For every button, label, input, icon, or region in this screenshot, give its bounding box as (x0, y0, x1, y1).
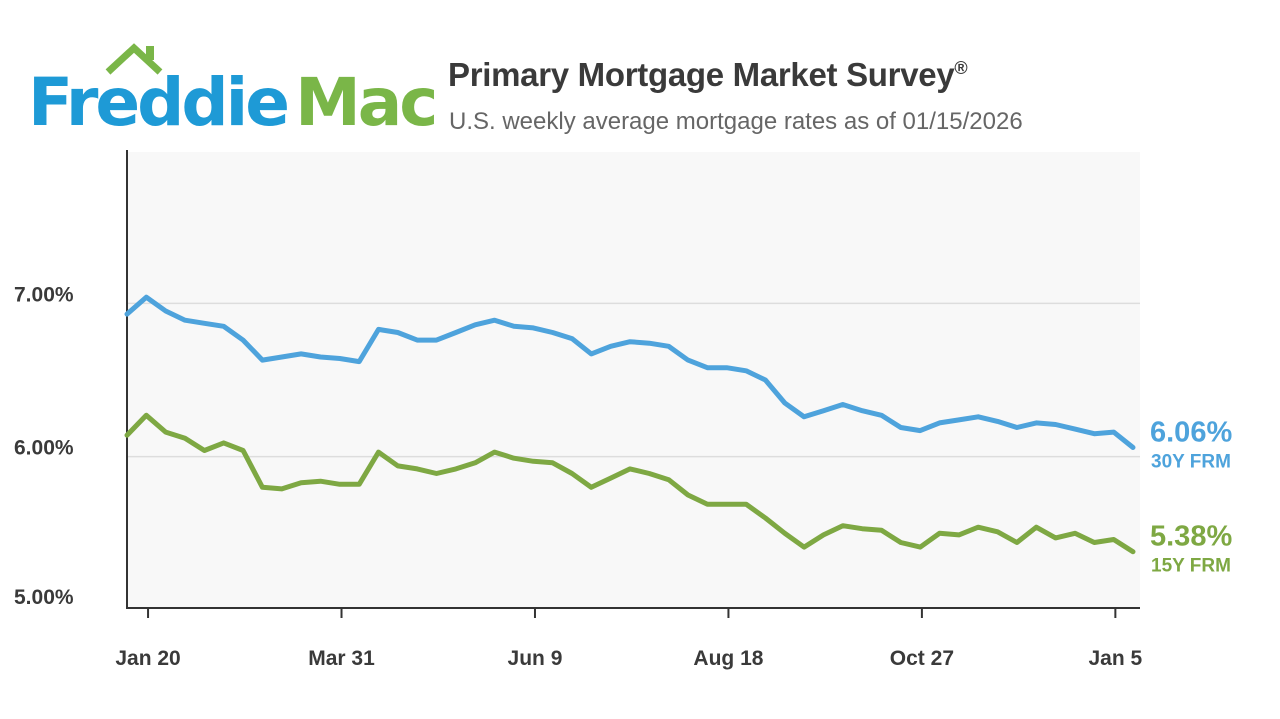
x-tick-label: Jan 5 (1089, 647, 1143, 670)
logo-freddie: Freddie (28, 64, 290, 141)
series-name-label: 15Y FRM (1151, 556, 1231, 577)
freddie-mac-logo: Freddie Mac (28, 42, 438, 142)
logo-mac: Mac (295, 64, 438, 141)
x-tick-label: Jun 9 (508, 647, 563, 670)
end-value-label: 5.38% (1150, 521, 1232, 553)
y-tick-label: 5.00% (14, 586, 74, 609)
end-value-label: 6.06% (1150, 416, 1232, 448)
x-tick-label: Aug 18 (693, 647, 763, 670)
chart-title: Primary Mortgage Market Survey® (448, 56, 968, 94)
y-tick-label: 6.00% (14, 437, 74, 460)
title-text: Primary Mortgage Market Survey (448, 56, 955, 93)
registered-mark: ® (954, 58, 968, 78)
x-tick-label: Oct 27 (890, 647, 954, 670)
plot-area (128, 152, 1140, 608)
chart-subtitle: U.S. weekly average mortgage rates as of… (449, 108, 1023, 135)
series-name-label: 30Y FRM (1151, 451, 1231, 472)
x-tick-label: Mar 31 (308, 647, 375, 670)
y-tick-label: 7.00% (14, 283, 74, 306)
house-roof-icon (105, 43, 163, 75)
logo-wordmark: Freddie Mac (28, 70, 438, 136)
x-tick-label: Jan 20 (115, 647, 180, 670)
